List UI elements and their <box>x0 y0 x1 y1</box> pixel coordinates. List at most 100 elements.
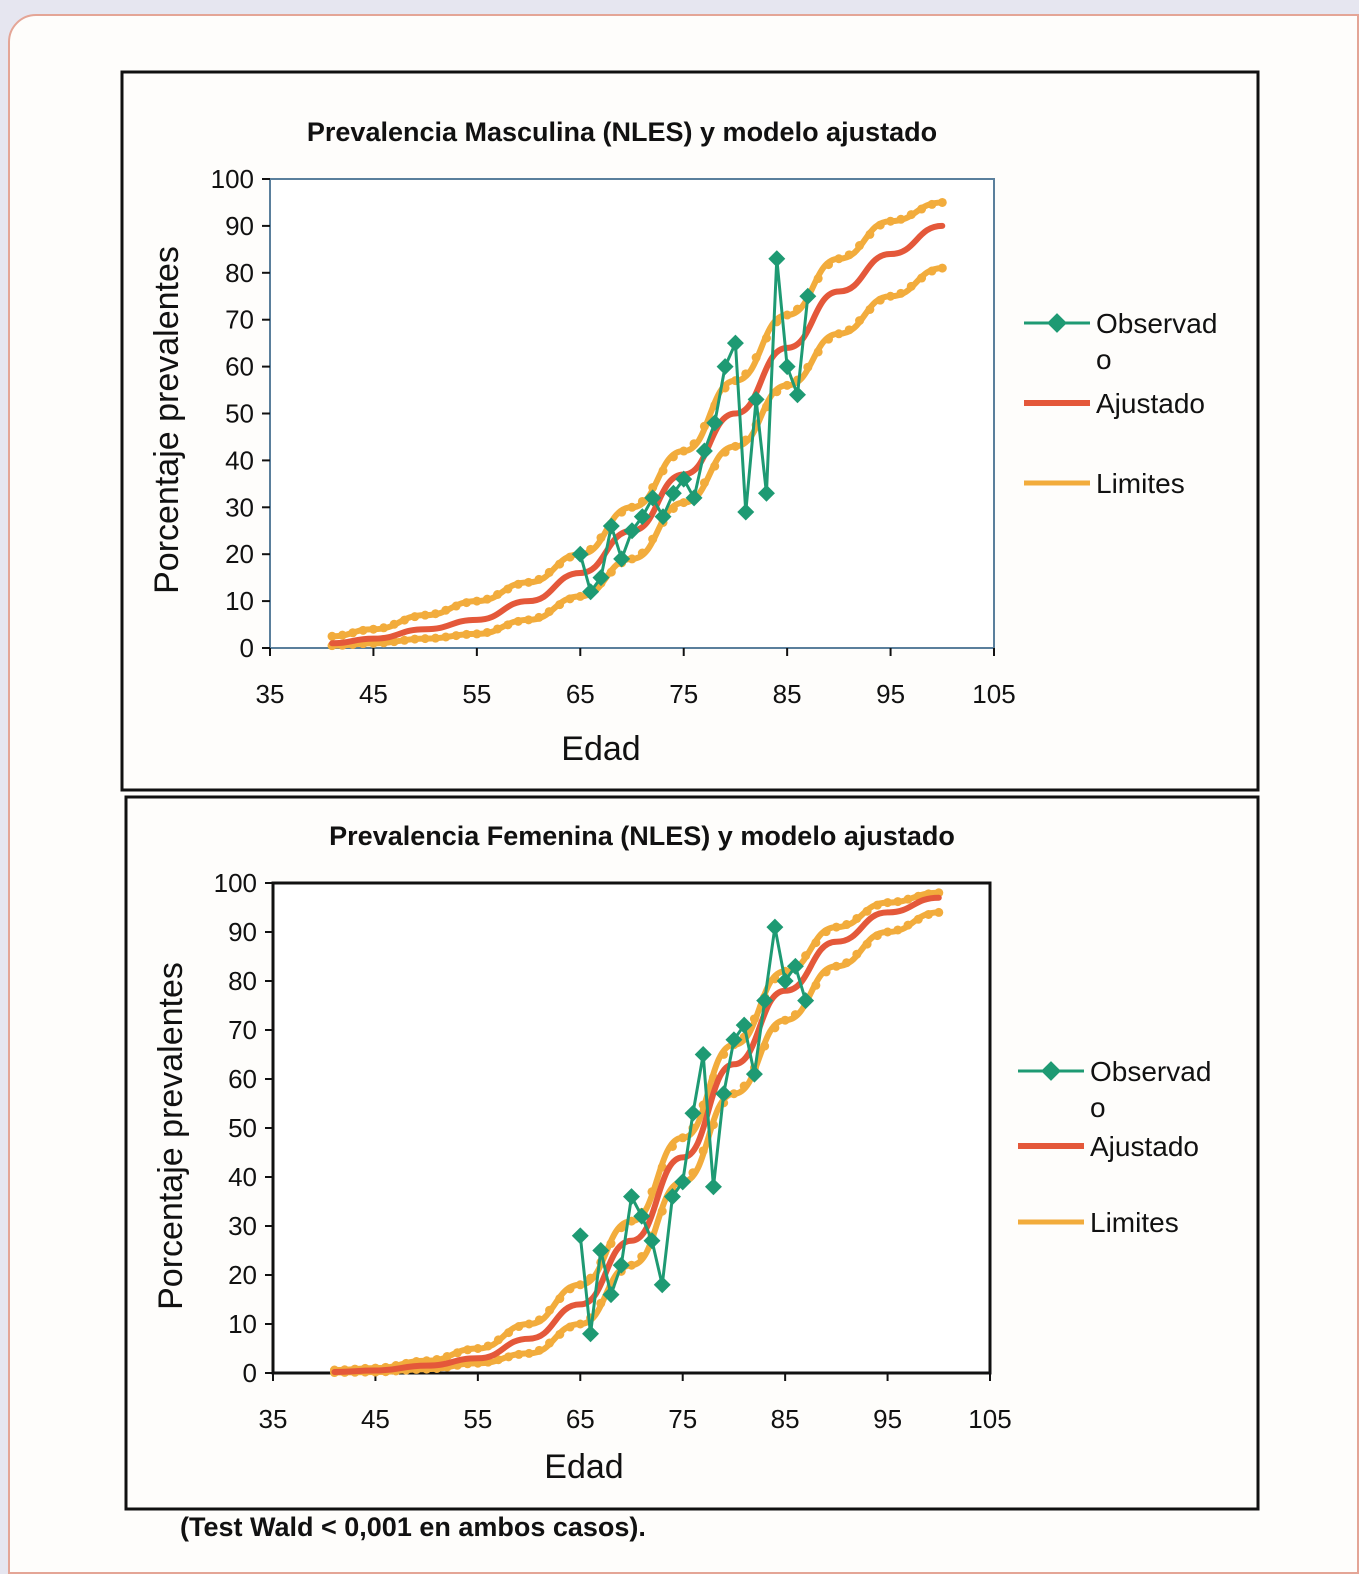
limits-marker <box>780 1015 790 1025</box>
limits-marker <box>896 214 906 224</box>
limits-marker <box>913 914 923 924</box>
limits-marker <box>524 615 534 625</box>
limits-marker <box>903 894 913 904</box>
limits-marker <box>937 263 947 273</box>
y-tick-label: 10 <box>225 586 254 616</box>
limits-marker <box>565 594 575 604</box>
limits-marker <box>883 927 893 937</box>
limits-marker <box>875 295 885 305</box>
limits-marker <box>544 607 554 617</box>
y-axis-label: Porcentaje prevalentes <box>148 246 186 594</box>
limits-marker <box>855 241 865 251</box>
observed-point <box>613 550 631 568</box>
limits-marker <box>865 229 875 239</box>
limits-marker <box>586 1273 596 1283</box>
limits-marker <box>514 1322 524 1332</box>
limits-marker <box>710 461 720 471</box>
limits-marker <box>679 498 689 508</box>
limits-marker <box>627 1260 636 1270</box>
limits-marker <box>834 329 844 339</box>
legend: Observad o Ajustado Limites <box>1018 1056 1211 1238</box>
observed-point <box>602 517 620 535</box>
y-tick-label: 0 <box>240 633 254 663</box>
limits-marker <box>903 920 913 930</box>
limits-marker <box>616 1223 626 1233</box>
limits-marker <box>544 567 554 577</box>
x-tick-label: 45 <box>361 1404 390 1434</box>
limits-marker <box>872 900 882 910</box>
observed-point <box>612 1256 630 1274</box>
observed-point <box>799 287 817 305</box>
limits-marker <box>637 548 647 558</box>
chart-frame <box>120 70 1260 792</box>
limits-marker <box>503 584 513 594</box>
limits-marker <box>451 631 461 641</box>
limits-marker <box>586 544 596 554</box>
limits-marker <box>679 446 689 456</box>
limits-marker <box>720 447 730 457</box>
observed-point <box>623 522 641 540</box>
limits-marker <box>821 927 831 937</box>
observed-point <box>737 503 755 521</box>
limits-marker <box>545 1305 555 1315</box>
limits-marker <box>555 1329 565 1339</box>
observed-point <box>725 1031 743 1049</box>
y-tick-label: 40 <box>228 1162 257 1192</box>
legend-observed-label: Observad <box>1090 1056 1211 1087</box>
observed-point <box>582 1325 600 1343</box>
limits-marker <box>824 260 834 270</box>
limits-marker <box>430 633 440 643</box>
y-tick-label: 60 <box>225 352 254 382</box>
limits-marker <box>410 634 420 644</box>
limits-marker <box>658 466 668 476</box>
limits-marker <box>432 1354 442 1364</box>
limits-marker <box>842 920 852 930</box>
legend-limits-label: Limites <box>1096 468 1185 499</box>
limits-marker <box>534 1315 544 1325</box>
y-tick-label: 70 <box>225 305 254 335</box>
legend-fitted-label: Ajustado <box>1090 1131 1199 1162</box>
x-tick-label: 65 <box>566 1404 595 1434</box>
limits-marker <box>927 199 937 209</box>
limits-marker <box>493 1335 503 1345</box>
limits-marker <box>452 1348 462 1358</box>
limits-marker <box>462 629 472 639</box>
y-tick-label: 50 <box>225 399 254 429</box>
observed-point <box>592 569 610 587</box>
limits-marker <box>420 610 430 620</box>
limits-marker <box>862 939 872 949</box>
y-tick-label: 60 <box>228 1064 257 1094</box>
limits-marker <box>648 482 658 492</box>
x-tick-label: 35 <box>256 679 285 709</box>
limits-marker <box>668 503 678 513</box>
x-tick-label: 75 <box>669 679 698 709</box>
limits-marker <box>647 1187 657 1197</box>
observed-point <box>674 1173 692 1191</box>
limits-marker <box>493 624 503 634</box>
observed-point <box>664 484 682 502</box>
limits-marker <box>751 353 761 363</box>
y-axis-label: Porcentaje prevalentes <box>152 962 190 1310</box>
y-tick-label: 20 <box>228 1260 257 1290</box>
limits-marker <box>545 1338 555 1348</box>
footnote: (Test Wald < 0,001 en ambos casos). <box>180 1512 646 1542</box>
limits-marker <box>420 634 430 644</box>
limits-marker <box>917 204 927 214</box>
limits-marker <box>410 612 420 622</box>
observed-point <box>786 957 804 975</box>
observed-point <box>735 1016 753 1034</box>
chart-femenina: Prevalencia Femenina (NLES) y modelo aju… <box>124 795 1260 1511</box>
limits-marker <box>803 362 813 372</box>
x-tick-label: 85 <box>771 1404 800 1434</box>
observed-point <box>633 1207 651 1225</box>
y-tick-label: 20 <box>225 539 254 569</box>
legend-observed-label: Observad <box>1096 308 1217 339</box>
limits-marker <box>617 507 627 517</box>
observed-point <box>757 484 775 502</box>
limits-marker <box>708 1120 718 1130</box>
limits-marker <box>657 1206 667 1216</box>
chart-title: Prevalencia Femenina (NLES) y modelo aju… <box>329 821 955 851</box>
limits-marker <box>575 591 585 601</box>
observed-point <box>789 386 806 404</box>
limits-marker <box>699 421 709 431</box>
